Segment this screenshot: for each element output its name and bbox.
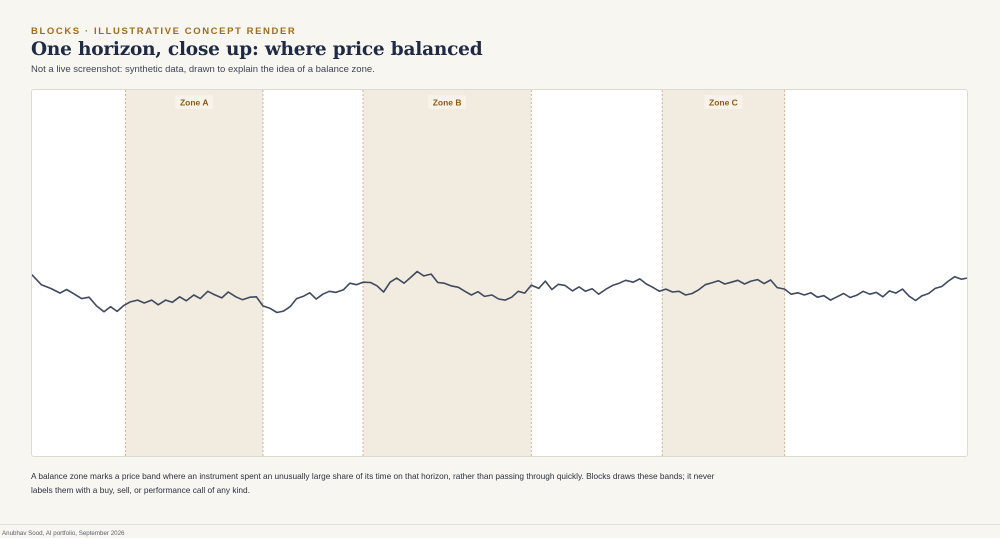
zone-b-label: Zone B xyxy=(433,98,462,108)
zone-a-label: Zone A xyxy=(180,98,209,108)
zone-a-label-bg xyxy=(175,95,214,109)
page-title: One horizon, close up: where price balan… xyxy=(31,39,483,60)
zone-b-label-bg xyxy=(428,95,467,109)
zone-a-band xyxy=(125,90,263,456)
chart-caption: A balance zone marks a price band where … xyxy=(31,471,715,495)
footer-credit: Anubhav Sood, AI portfolio, September 20… xyxy=(2,530,125,537)
price-series-line xyxy=(32,270,967,314)
zone-b-band xyxy=(362,90,532,456)
zone-c-band xyxy=(662,90,785,456)
zone-c-label: Zone C xyxy=(709,98,738,108)
page-subtitle: Not a live screenshot: synthetic data, d… xyxy=(31,64,375,75)
chart-panel: Zone A Zone B Zone C xyxy=(31,89,968,457)
eyebrow-label: BLOCKS · ILLUSTRATIVE CONCEPT RENDER xyxy=(31,26,297,37)
line-layer xyxy=(32,270,967,314)
zones-layer: Zone A Zone B Zone C xyxy=(125,90,786,456)
footer-divider xyxy=(0,524,1000,525)
price-chart: Zone A Zone B Zone C xyxy=(32,90,967,456)
zone-c-label-bg xyxy=(704,95,743,109)
